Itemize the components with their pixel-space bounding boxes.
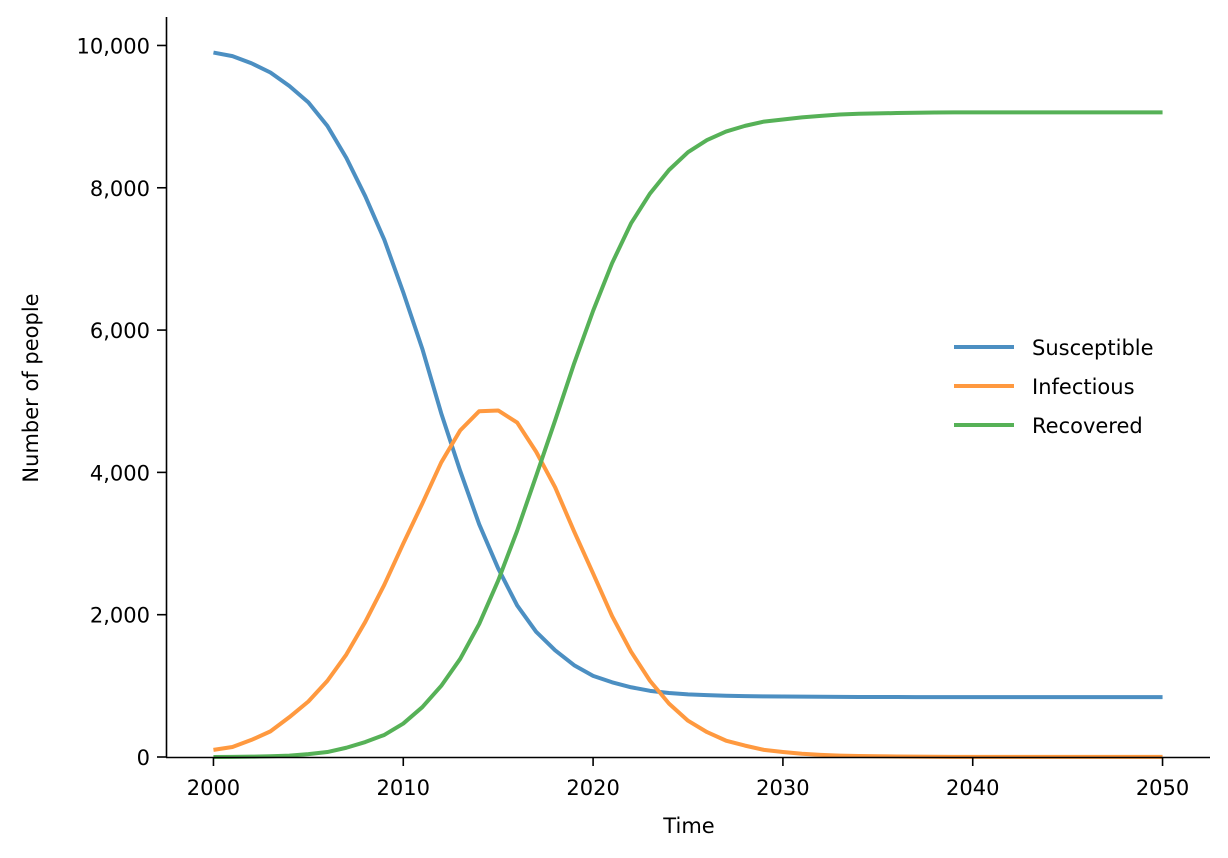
series-line-susceptible [213, 50, 1163, 700]
x-axis-title: Time [662, 814, 714, 838]
legend: Susceptible Infectious Recovered [954, 336, 1154, 438]
legend-label-recovered: Recovered [1032, 414, 1143, 438]
y-tick-label: 0 [137, 746, 150, 770]
y-tick-label: 10,000 [77, 34, 150, 58]
x-tick-label: 2010 [377, 776, 430, 800]
y-tick-label: 2,000 [90, 604, 150, 628]
y-ticks: 0 2,000 4,000 6,000 8,000 10,000 [77, 34, 166, 770]
y-axis-title: Number of people [19, 293, 43, 482]
y-tick-label: 8,000 [90, 177, 150, 201]
x-tick-label: 2040 [946, 776, 999, 800]
x-tick-label: 2000 [187, 776, 240, 800]
x-tick-label: 2020 [566, 776, 619, 800]
x-ticks: 2000 2010 2020 2030 2040 2050 [187, 757, 1189, 800]
y-tick-label: 4,000 [90, 461, 150, 485]
x-tick-label: 2050 [1136, 776, 1189, 800]
x-tick-label: 2030 [756, 776, 809, 800]
legend-label-infectious: Infectious [1032, 375, 1135, 399]
series-layer [213, 50, 1163, 759]
series-line-recovered [213, 110, 1163, 759]
legend-label-susceptible: Susceptible [1032, 336, 1154, 360]
series-line-infectious [213, 408, 1163, 759]
y-tick-label: 6,000 [90, 319, 150, 343]
